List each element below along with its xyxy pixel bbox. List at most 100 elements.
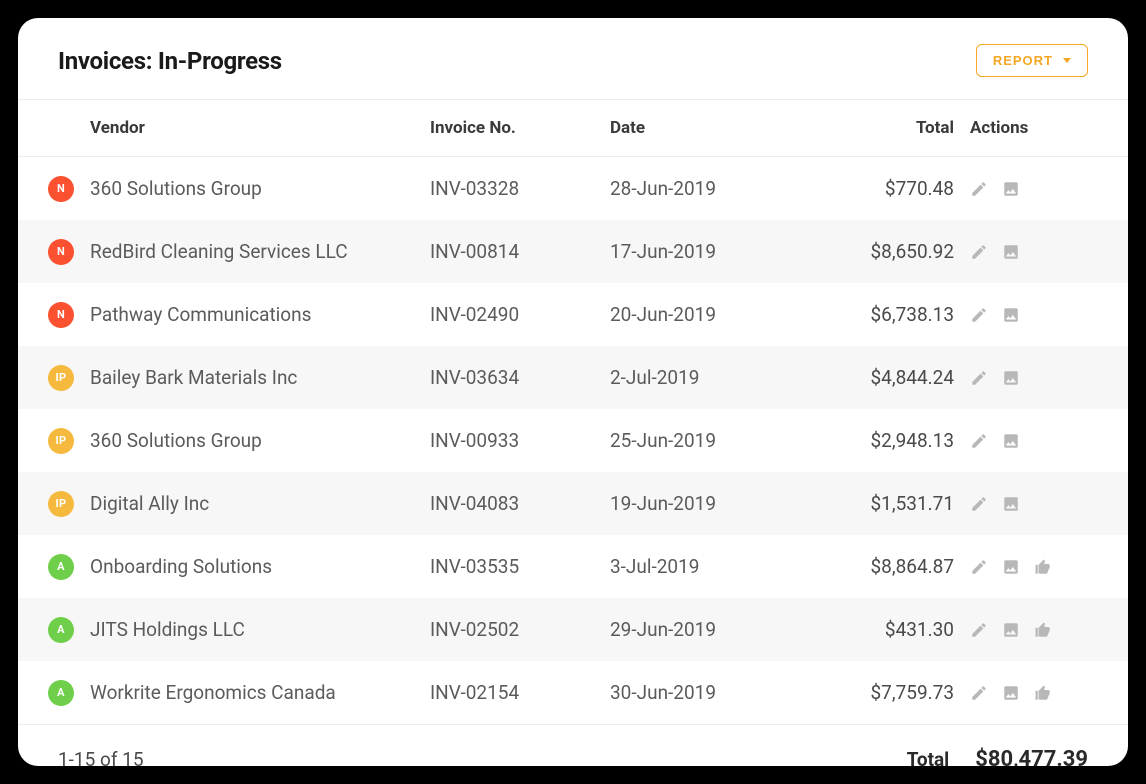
table-row[interactable]: IP Digital Ally IncINV-0408319-Jun-2019$1… xyxy=(18,472,1128,535)
image-icon[interactable] xyxy=(1002,243,1020,261)
edit-icon[interactable] xyxy=(970,243,988,261)
cell-invoice-no: INV-04083 xyxy=(422,492,602,515)
cell-actions xyxy=(962,558,1102,576)
col-date: Date xyxy=(602,118,802,138)
table-row[interactable]: A Workrite Ergonomics CanadaINV-0215430-J… xyxy=(18,661,1128,724)
invoice-card: Invoices: In-Progress REPORT Vendor Invo… xyxy=(18,18,1128,766)
cell-vendor: Pathway Communications xyxy=(82,303,422,326)
table-row[interactable]: NRedBird Cleaning Services LLCINV-008141… xyxy=(18,220,1128,283)
cell-actions xyxy=(962,369,1102,387)
cell-vendor: Digital Ally Inc xyxy=(82,492,422,515)
cell-status: N xyxy=(18,176,82,202)
edit-icon[interactable] xyxy=(970,684,988,702)
status-badge: N xyxy=(48,239,74,265)
cell-status: IP xyxy=(18,491,82,517)
image-icon[interactable] xyxy=(1002,306,1020,324)
image-icon[interactable] xyxy=(1002,180,1020,198)
status-badge: A xyxy=(48,554,74,580)
footer-total: Total $80,477.39 xyxy=(907,747,1088,766)
image-icon[interactable] xyxy=(1002,432,1020,450)
status-badge: IP xyxy=(48,491,74,517)
cell-actions xyxy=(962,180,1102,198)
table-body: N360 Solutions GroupINV-0332828-Jun-2019… xyxy=(18,157,1128,724)
cell-status: A xyxy=(18,680,82,706)
cell-vendor: 360 Solutions Group xyxy=(82,177,422,200)
cell-invoice-no: INV-00814 xyxy=(422,240,602,263)
image-icon[interactable] xyxy=(1002,684,1020,702)
page-title: Invoices: In-Progress xyxy=(58,47,282,75)
cell-total: $8,650.92 xyxy=(802,240,962,263)
thumbs-up-icon[interactable] xyxy=(1034,621,1052,639)
cell-vendor: RedBird Cleaning Services LLC xyxy=(82,240,422,263)
edit-icon[interactable] xyxy=(970,558,988,576)
table-row[interactable]: AOnboarding SolutionsINV-035353-Jul-2019… xyxy=(18,535,1128,598)
cell-total: $431.30 xyxy=(802,618,962,641)
edit-icon[interactable] xyxy=(970,495,988,513)
col-status-spacer xyxy=(18,118,82,138)
cell-status: N xyxy=(18,239,82,265)
cell-actions xyxy=(962,621,1102,639)
col-total: Total xyxy=(802,118,962,138)
table-row[interactable]: A JITS Holdings LLCINV-0250229-Jun-2019$4… xyxy=(18,598,1128,661)
cell-date: 30-Jun-2019 xyxy=(602,681,802,704)
image-icon[interactable] xyxy=(1002,558,1020,576)
cell-vendor: Onboarding Solutions xyxy=(82,555,422,578)
status-badge: N xyxy=(48,176,74,202)
cell-status: A xyxy=(18,617,82,643)
cell-vendor: Bailey Bark Materials Inc xyxy=(82,366,422,389)
cell-actions xyxy=(962,684,1102,702)
invoice-table: Vendor Invoice No. Date Total Actions N3… xyxy=(18,100,1128,724)
edit-icon[interactable] xyxy=(970,621,988,639)
cell-date: 2-Jul-2019 xyxy=(602,366,802,389)
edit-icon[interactable] xyxy=(970,432,988,450)
card-header: Invoices: In-Progress REPORT xyxy=(18,18,1128,100)
footer-total-label: Total xyxy=(907,748,950,766)
image-icon[interactable] xyxy=(1002,621,1020,639)
status-badge: N xyxy=(48,302,74,328)
image-icon[interactable] xyxy=(1002,495,1020,513)
cell-invoice-no: INV-02154 xyxy=(422,681,602,704)
cell-total: $8,864.87 xyxy=(802,555,962,578)
cell-date: 20-Jun-2019 xyxy=(602,303,802,326)
cell-date: 29-Jun-2019 xyxy=(602,618,802,641)
status-badge: A xyxy=(48,680,74,706)
edit-icon[interactable] xyxy=(970,180,988,198)
thumbs-up-icon[interactable] xyxy=(1034,684,1052,702)
report-button[interactable]: REPORT xyxy=(976,44,1088,77)
cell-invoice-no: INV-02502 xyxy=(422,618,602,641)
cell-status: IP xyxy=(18,365,82,391)
status-badge: A xyxy=(48,617,74,643)
table-row[interactable]: IP360 Solutions GroupINV-0093325-Jun-201… xyxy=(18,409,1128,472)
col-actions: Actions xyxy=(962,118,1102,138)
cell-actions xyxy=(962,243,1102,261)
cell-date: 25-Jun-2019 xyxy=(602,429,802,452)
cell-vendor: JITS Holdings LLC xyxy=(82,618,422,641)
cell-date: 3-Jul-2019 xyxy=(602,555,802,578)
thumbs-up-icon[interactable] xyxy=(1034,558,1052,576)
status-badge: IP xyxy=(48,365,74,391)
cell-invoice-no: INV-00933 xyxy=(422,429,602,452)
table-row[interactable]: N 360 Solutions GroupINV-0332828-Jun-2019… xyxy=(18,157,1128,220)
cell-total: $1,531.71 xyxy=(802,492,962,515)
cell-date: 19-Jun-2019 xyxy=(602,492,802,515)
cell-date: 28-Jun-2019 xyxy=(602,177,802,200)
footer-total-value: $80,477.39 xyxy=(975,747,1088,766)
image-icon[interactable] xyxy=(1002,369,1020,387)
cell-vendor: 360 Solutions Group xyxy=(82,429,422,452)
edit-icon[interactable] xyxy=(970,369,988,387)
cell-actions xyxy=(962,306,1102,324)
table-row[interactable]: NPathway CommunicationsINV-0249020-Jun-2… xyxy=(18,283,1128,346)
cell-vendor: Workrite Ergonomics Canada xyxy=(82,681,422,704)
cell-status: N xyxy=(18,302,82,328)
cell-total: $2,948.13 xyxy=(802,429,962,452)
cell-actions xyxy=(962,432,1102,450)
cell-total: $770.48 xyxy=(802,177,962,200)
cell-status: A xyxy=(18,554,82,580)
cell-total: $4,844.24 xyxy=(802,366,962,389)
card-footer: 1-15 of 15 Total $80,477.39 xyxy=(18,724,1128,766)
chevron-down-icon xyxy=(1063,58,1071,63)
cell-invoice-no: INV-03328 xyxy=(422,177,602,200)
edit-icon[interactable] xyxy=(970,306,988,324)
table-row[interactable]: IPBailey Bark Materials IncINV-036342-Ju… xyxy=(18,346,1128,409)
col-vendor: Vendor xyxy=(82,118,422,138)
